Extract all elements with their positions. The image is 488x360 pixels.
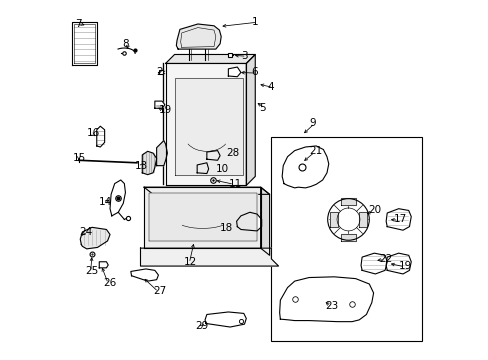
Text: 2: 2 [156,67,163,77]
Polygon shape [144,187,269,194]
Polygon shape [97,126,104,147]
Polygon shape [358,212,366,226]
Text: 8: 8 [122,39,129,49]
Polygon shape [176,24,221,49]
Polygon shape [131,269,158,281]
Polygon shape [228,67,241,77]
Polygon shape [206,150,220,160]
Polygon shape [360,253,386,274]
Text: 25: 25 [85,266,98,276]
Text: 19: 19 [398,261,411,271]
Polygon shape [340,234,356,241]
Text: 24: 24 [79,227,92,237]
Text: 10: 10 [215,164,228,174]
Polygon shape [149,193,257,241]
Polygon shape [246,54,255,185]
Text: 1: 1 [251,17,258,27]
Polygon shape [174,78,242,175]
Polygon shape [165,54,255,63]
Text: 29: 29 [195,321,208,331]
Text: 12: 12 [183,257,196,267]
Bar [271,137,421,341]
Polygon shape [386,209,410,230]
Text: 15: 15 [73,153,86,163]
Polygon shape [197,163,208,174]
Text: 20: 20 [367,206,381,216]
Text: 16: 16 [86,129,100,138]
Polygon shape [236,212,261,231]
Polygon shape [386,253,410,274]
Text: 22: 22 [378,254,391,264]
Text: 9: 9 [308,118,315,128]
Text: 4: 4 [267,82,274,92]
Polygon shape [279,277,373,321]
Text: 18: 18 [219,224,232,233]
Text: 5: 5 [258,103,265,113]
Text: 7: 7 [75,19,81,29]
Text: 26: 26 [102,278,116,288]
Polygon shape [74,24,95,63]
Text: 21: 21 [308,146,322,156]
Text: 6: 6 [251,67,258,77]
Polygon shape [140,248,278,266]
Polygon shape [165,63,246,185]
Text: 14: 14 [99,197,112,207]
Text: 28: 28 [225,148,239,158]
Polygon shape [204,312,246,327]
Polygon shape [282,146,328,188]
Polygon shape [72,22,97,65]
Text: 17: 17 [392,215,406,224]
Polygon shape [110,180,125,216]
Polygon shape [99,262,108,268]
Polygon shape [155,101,164,108]
Polygon shape [260,187,269,255]
Polygon shape [329,212,338,226]
Polygon shape [144,187,260,248]
Text: 23: 23 [325,301,338,311]
Text: 27: 27 [153,286,166,296]
Text: 11: 11 [228,179,241,189]
Polygon shape [340,198,356,205]
Polygon shape [142,151,156,175]
Text: 13: 13 [135,161,148,171]
Text: 19: 19 [158,105,171,115]
Text: 3: 3 [241,51,247,61]
Polygon shape [156,140,167,166]
Polygon shape [80,227,110,249]
